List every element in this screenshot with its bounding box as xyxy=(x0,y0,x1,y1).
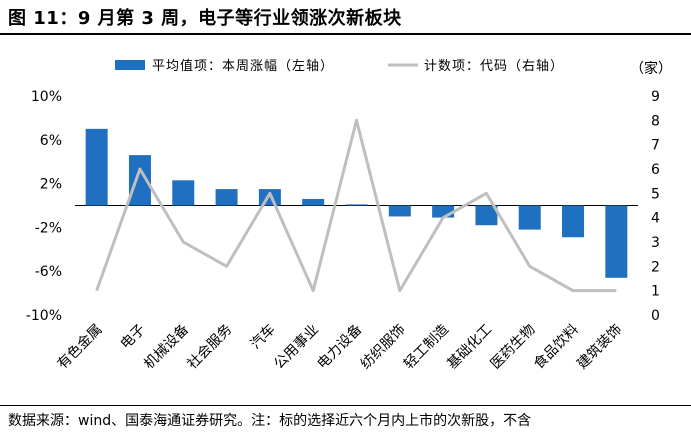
left-tick-label: -10% xyxy=(26,308,62,324)
right-tick-label: 2 xyxy=(651,259,660,275)
bar xyxy=(172,180,195,206)
bar xyxy=(128,155,151,206)
bar xyxy=(302,198,325,206)
right-tick-label: 9 xyxy=(651,89,660,105)
category-label: 建筑装饰 xyxy=(574,322,625,373)
right-axis-ticks: 9 8 7 6 5 4 3 2 1 0 xyxy=(651,89,660,324)
right-tick-label: 0 xyxy=(651,308,660,324)
bar xyxy=(475,205,498,226)
line-series xyxy=(95,118,617,293)
left-axis-ticks: 10% 6% 2% -2% -6% -10% xyxy=(26,89,62,324)
category-label: 医药生物 xyxy=(488,322,539,373)
bar xyxy=(215,189,238,206)
right-tick-label: 5 xyxy=(651,186,660,202)
category-label: 社会服务 xyxy=(184,322,235,373)
right-tick-label: 7 xyxy=(651,138,660,154)
title-divider xyxy=(0,33,691,35)
bar xyxy=(562,205,585,238)
bar xyxy=(518,205,541,230)
source-note: 数据来源：wind、国泰海通证券研究。注：标的选择近六个月内上市的次新股，不含 xyxy=(8,413,532,429)
right-axis-unit: （家） xyxy=(630,60,672,77)
category-label: 电子 xyxy=(118,322,149,353)
left-tick-label: 2% xyxy=(40,177,62,193)
source-divider xyxy=(0,405,691,406)
left-tick-label: -2% xyxy=(35,220,62,236)
bar xyxy=(258,189,281,206)
left-tick-label: 6% xyxy=(40,133,62,149)
right-tick-label: 3 xyxy=(651,235,660,251)
category-label: 基础化工 xyxy=(444,321,496,373)
right-tick-label: 6 xyxy=(651,162,660,178)
chart-area: 平均值项：本周涨幅（左轴） 计数项：代码（右轴） 10% 6% 2% -2% -6% -10… xyxy=(26,58,672,373)
category-label: 纺织服饰 xyxy=(358,322,409,373)
category-label: 机械设备 xyxy=(140,321,192,373)
right-tick-label: 8 xyxy=(651,113,660,129)
category-label: 电力设备 xyxy=(314,321,366,373)
category-label: 有色金属 xyxy=(54,321,106,373)
left-tick-label: -6% xyxy=(35,264,62,280)
legend-swatch-bar xyxy=(115,60,145,70)
right-tick-label: 1 xyxy=(651,284,660,300)
left-tick-label: 10% xyxy=(31,89,62,105)
legend-label-bar: 平均值项：本周涨幅（左轴） xyxy=(152,58,334,74)
legend-label-line: 计数项：代码（右轴） xyxy=(424,59,564,74)
legend: 平均值项：本周涨幅（左轴） 计数项：代码（右轴） xyxy=(115,58,564,74)
category-label: 汽车 xyxy=(247,321,279,353)
bar xyxy=(388,205,411,217)
bar xyxy=(432,205,455,218)
figure-title: 图 11：9 月第 3 周，电子等行业领涨次新板块 xyxy=(8,8,402,29)
category-label: 轻工制造 xyxy=(401,322,452,373)
bar xyxy=(85,128,108,206)
right-tick-label: 4 xyxy=(651,211,660,227)
category-label: 公用事业 xyxy=(271,322,322,373)
bar xyxy=(345,204,368,206)
category-label: 食品饮料 xyxy=(530,321,582,373)
bar-series xyxy=(85,128,628,278)
bar xyxy=(605,205,628,278)
